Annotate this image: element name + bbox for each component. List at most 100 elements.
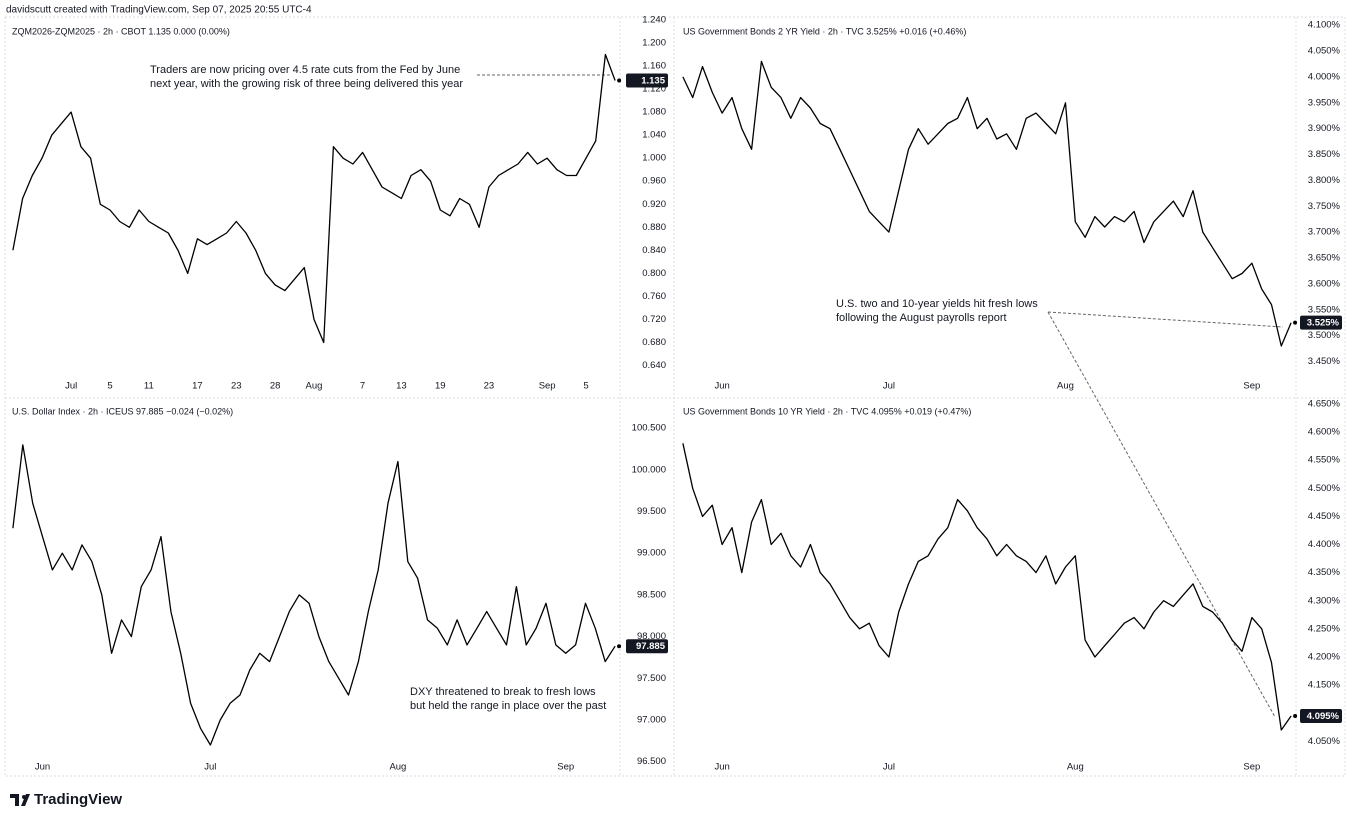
x-tick-label: Jul: [883, 762, 895, 773]
y-tick-label: 3.850%: [1308, 149, 1341, 160]
last-point: [1293, 320, 1298, 325]
annotation: DXY threatened to break to fresh lows: [410, 686, 596, 698]
arrow: [1047, 311, 1276, 718]
x-tick-label: Aug: [389, 762, 406, 773]
y-tick-label: 1.000: [642, 153, 666, 164]
y-tick-label: 97.000: [637, 714, 666, 725]
x-tick-label: 11: [144, 381, 154, 392]
y-tick-label: 0.800: [642, 268, 666, 279]
x-tick-label: 23: [231, 381, 242, 392]
x-tick-label: 28: [270, 381, 281, 392]
x-tick-label: 23: [484, 381, 495, 392]
x-tick-label: Jun: [35, 762, 50, 773]
price-line: [682, 60, 1292, 347]
y-tick-label: 97.500: [637, 673, 666, 684]
y-tick-label: 0.640: [642, 360, 666, 371]
x-tick-label: 5: [583, 381, 588, 392]
x-tick-label: Aug: [1067, 762, 1084, 773]
y-tick-label: 4.050%: [1308, 46, 1341, 57]
last-price-label: 97.885: [636, 641, 666, 652]
frame: [4, 16, 1346, 777]
panel-title: U.S. Dollar Index · 2h · ICEUS 97.885 −0…: [12, 406, 233, 416]
y-tick-label: 3.650%: [1308, 253, 1341, 264]
x-tick-label: 17: [192, 381, 203, 392]
x-tick-label: Jun: [714, 381, 729, 392]
y-tick-label: 1.120: [642, 84, 666, 95]
y-tick-label: 1.080: [642, 107, 666, 118]
x-tick-label: Sep: [1243, 381, 1260, 392]
price-line: [12, 444, 616, 746]
last-point: [617, 78, 622, 83]
last-point: [617, 644, 622, 649]
x-tick-label: Sep: [1243, 762, 1260, 773]
annotation: Traders are now pricing over 4.5 rate cu…: [150, 64, 460, 76]
y-tick-label: 99.000: [637, 548, 666, 559]
x-tick-label: 13: [396, 381, 407, 392]
price-line: [682, 443, 1292, 731]
last-price-box: [626, 639, 668, 654]
annotation: next year, with the growing risk of thre…: [150, 78, 463, 90]
y-tick-label: 4.250%: [1308, 623, 1341, 634]
y-tick-label: 100.500: [632, 423, 666, 434]
last-price-label: 4.095%: [1307, 711, 1340, 722]
y-tick-label: 3.800%: [1308, 175, 1341, 186]
y-tick-label: 0.920: [642, 199, 666, 210]
logo-dot: [22, 795, 26, 799]
last-price-box: [626, 73, 668, 88]
y-tick-label: 1.200: [642, 38, 666, 49]
y-tick-label: 1.040: [642, 130, 666, 141]
x-tick-label: Aug: [306, 381, 323, 392]
panel-title: US Government Bonds 10 YR Yield · 2h · T…: [683, 406, 971, 416]
y-tick-label: 99.500: [637, 506, 666, 517]
logo-text: TradingView: [34, 791, 122, 808]
y-tick-label: 3.450%: [1308, 356, 1341, 367]
annotation-arrows: [477, 74, 1284, 718]
y-tick-label: 0.840: [642, 245, 666, 256]
y-tick-label: 3.600%: [1308, 278, 1341, 289]
y-tick-label: 4.000%: [1308, 71, 1341, 82]
y-tick-label: 4.150%: [1308, 680, 1341, 691]
y-tick-label: 3.550%: [1308, 304, 1341, 315]
y-tick-label: 0.760: [642, 291, 666, 302]
y-tick-label: 3.700%: [1308, 227, 1341, 238]
annotation: following the August payrolls report: [836, 312, 1007, 324]
y-tick-label: 3.950%: [1308, 97, 1341, 108]
x-tick-label: Jul: [204, 762, 216, 773]
y-tick-label: 3.750%: [1308, 201, 1341, 212]
y-tick-label: 1.240: [642, 15, 666, 26]
panel-title: ZQM2026-ZQM2025 · 2h · CBOT 1.135 0.000 …: [12, 26, 230, 36]
y-tick-label: 1.160: [642, 61, 666, 72]
annotation: but held the range in place over the pas…: [410, 700, 606, 712]
last-price-box: [1300, 708, 1342, 723]
x-tick-label: 7: [360, 381, 365, 392]
x-tick-label: 19: [435, 381, 446, 392]
y-tick-label: 4.400%: [1308, 539, 1341, 550]
last-price-label: 3.525%: [1307, 318, 1340, 329]
y-tick-label: 4.100%: [1308, 20, 1341, 31]
x-tick-label: Sep: [539, 381, 556, 392]
x-tick-label: Jul: [65, 381, 77, 392]
y-tick-label: 98.500: [637, 589, 666, 600]
panel-title: US Government Bonds 2 YR Yield · 2h · TV…: [683, 26, 966, 36]
x-tick-label: Sep: [557, 762, 574, 773]
x-tick-label: 5: [107, 381, 112, 392]
y-tick-label: 4.300%: [1308, 595, 1341, 606]
x-tick-label: Jul: [883, 381, 895, 392]
x-tick-label: Jun: [714, 762, 729, 773]
price-line: [12, 53, 616, 344]
y-tick-label: 98.000: [637, 631, 666, 642]
y-tick-label: 3.500%: [1308, 330, 1341, 341]
x-tick-label: Aug: [1057, 381, 1074, 392]
annotation: U.S. two and 10-year yields hit fresh lo…: [836, 298, 1038, 310]
y-tick-label: 4.050%: [1308, 736, 1341, 747]
header: davidscutt created with TradingView.com,…: [6, 5, 312, 16]
last-price-box: [1300, 315, 1342, 330]
y-tick-label: 4.450%: [1308, 511, 1341, 522]
y-tick-label: 0.960: [642, 176, 666, 187]
y-tick-label: 3.900%: [1308, 123, 1341, 134]
y-tick-label: 4.350%: [1308, 567, 1341, 578]
logo: TradingView: [10, 791, 122, 808]
